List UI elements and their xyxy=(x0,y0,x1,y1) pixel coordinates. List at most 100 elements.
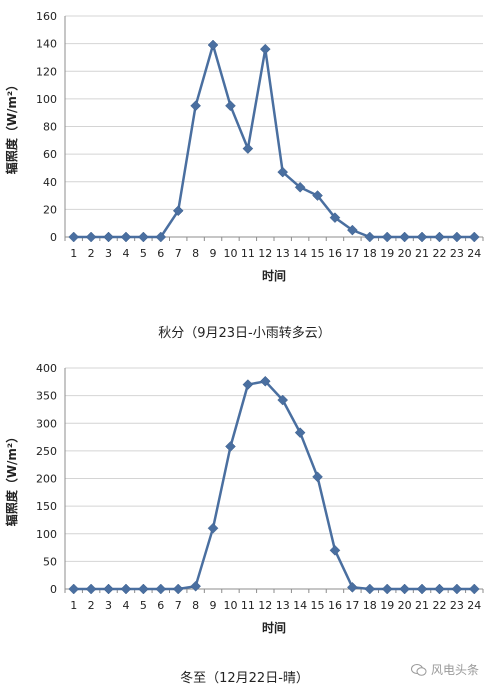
data-point xyxy=(399,583,410,595)
data-point xyxy=(190,580,201,592)
data-point xyxy=(329,212,341,224)
x-tick-label: 18 xyxy=(363,247,377,260)
data-point xyxy=(347,581,358,593)
y-tick-label: 60 xyxy=(43,148,57,161)
data-point xyxy=(155,231,167,243)
x-tick-label: 3 xyxy=(105,599,112,612)
x-tick-label: 19 xyxy=(380,247,394,260)
y-tick-label: 200 xyxy=(36,473,57,486)
data-point xyxy=(225,100,236,112)
data-point xyxy=(85,583,97,595)
x-tick-label: 16 xyxy=(328,599,342,612)
x-tick-label: 10 xyxy=(223,599,237,612)
watermark-text: 风电头条 xyxy=(430,663,479,677)
x-tick-label: 1 xyxy=(70,247,77,260)
x-tick-label: 18 xyxy=(363,599,377,612)
data-point xyxy=(364,583,376,595)
y-tick-label: 140 xyxy=(36,38,57,51)
data-point xyxy=(364,231,376,243)
chart-1-caption: 秋分（9月23日-小雨转多云） xyxy=(158,326,331,341)
data-point xyxy=(242,379,254,390)
data-point xyxy=(138,583,149,595)
data-point xyxy=(207,522,219,534)
x-tick-label: 24 xyxy=(467,599,481,612)
data-point xyxy=(399,231,410,243)
x-tick-label: 6 xyxy=(157,247,164,260)
data-point xyxy=(172,205,184,217)
data-point xyxy=(381,583,393,595)
data-point xyxy=(468,231,480,243)
data-point xyxy=(155,583,167,595)
x-tick-label: 15 xyxy=(311,247,325,260)
x-tick-label: 14 xyxy=(293,247,307,260)
x-tick-label: 3 xyxy=(105,247,112,260)
data-point xyxy=(242,143,254,154)
y-tick-label: 20 xyxy=(43,203,57,216)
data-point xyxy=(68,231,80,243)
y-tick-label: 80 xyxy=(43,121,57,134)
data-point xyxy=(451,231,463,243)
x-tick-label: 12 xyxy=(258,247,272,260)
x-tick-label: 8 xyxy=(192,599,199,612)
data-point xyxy=(312,471,323,483)
y-tick-label: 100 xyxy=(36,528,57,541)
y-axis-title: 辐照度（W/m²） xyxy=(4,79,19,174)
x-tick-label: 11 xyxy=(241,247,255,260)
x-tick-label: 15 xyxy=(311,599,325,612)
data-point xyxy=(312,190,323,201)
data-point xyxy=(120,583,132,595)
x-tick-label: 13 xyxy=(276,247,290,260)
x-tick-label: 2 xyxy=(88,599,95,612)
x-tick-label: 7 xyxy=(175,247,182,260)
y-axis-title: 辐照度（W/m²） xyxy=(4,431,19,526)
data-point xyxy=(138,231,149,243)
x-tick-label: 19 xyxy=(380,599,394,612)
data-point xyxy=(277,394,289,406)
x-tick-label: 20 xyxy=(398,247,412,260)
x-tick-label: 7 xyxy=(175,599,182,612)
x-tick-label: 23 xyxy=(450,599,464,612)
data-point xyxy=(68,583,80,595)
data-point xyxy=(347,224,358,236)
series-line xyxy=(73,43,475,239)
x-axis-title: 时间 xyxy=(262,268,286,283)
x-tick-label: 22 xyxy=(432,599,446,612)
data-point xyxy=(451,583,463,595)
y-tick-label: 400 xyxy=(36,362,57,375)
data-point xyxy=(416,583,428,595)
x-tick-label: 22 xyxy=(432,247,446,260)
wechat-icon xyxy=(410,663,427,676)
data-point xyxy=(207,39,219,51)
watermark: 风电头条 xyxy=(410,661,479,678)
data-point xyxy=(103,583,114,595)
data-point xyxy=(85,231,97,243)
x-tick-label: 1 xyxy=(70,599,77,612)
x-tick-label: 8 xyxy=(192,247,199,260)
x-tick-label: 9 xyxy=(210,599,217,612)
data-point xyxy=(172,583,184,595)
data-point xyxy=(103,231,114,243)
data-point xyxy=(434,583,445,595)
data-point xyxy=(468,583,480,595)
data-point xyxy=(416,231,428,243)
x-tick-label: 13 xyxy=(276,599,290,612)
data-point xyxy=(190,100,201,112)
y-tick-label: 160 xyxy=(36,10,57,23)
data-point xyxy=(294,427,306,438)
x-tick-label: 12 xyxy=(258,599,272,612)
x-tick-label: 5 xyxy=(140,247,147,260)
x-tick-label: 17 xyxy=(345,599,359,612)
x-tick-label: 17 xyxy=(345,247,359,260)
x-tick-label: 16 xyxy=(328,247,342,260)
x-axis-title: 时间 xyxy=(262,620,286,635)
x-tick-label: 21 xyxy=(415,599,429,612)
y-tick-label: 0 xyxy=(50,231,57,244)
y-tick-label: 50 xyxy=(43,555,57,568)
chart-2-caption: 冬至（12月22日-晴） xyxy=(180,671,309,686)
x-tick-label: 20 xyxy=(398,599,412,612)
x-tick-label: 10 xyxy=(223,247,237,260)
x-tick-label: 11 xyxy=(241,599,255,612)
